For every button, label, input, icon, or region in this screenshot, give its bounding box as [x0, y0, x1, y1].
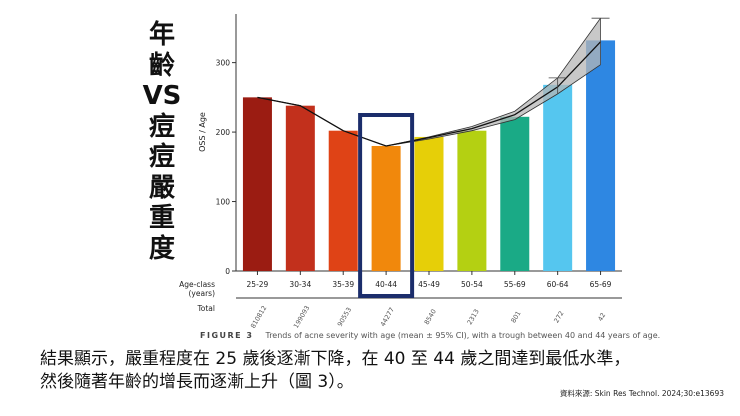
bar-50-54: [457, 130, 487, 271]
bar-25-29: [242, 97, 272, 271]
side-title: 年 齡 VS 痘 痘 嚴 重 度: [140, 20, 184, 264]
trend-line: [257, 41, 602, 147]
row-label-age-class: Age-class: [179, 280, 215, 289]
total-count: 2313: [466, 308, 481, 326]
bar-40-44: [371, 145, 401, 271]
summary-text: 結果顯示，嚴重程度在 25 歲後逐漸下降，在 40 至 44 歲之間達到最低水準…: [40, 348, 730, 394]
x-tick-label: 55-69: [504, 280, 526, 289]
figure-caption-text: Trends of acne severity with age (mean ±…: [265, 331, 661, 340]
y-tick-label: 300: [216, 59, 231, 68]
bar-35-39: [328, 130, 358, 271]
bar-60-64: [543, 84, 573, 271]
y-tick-label: 200: [216, 128, 231, 137]
acne-severity-chart: OSS / Age Age-class (years) Total 0 100 20…: [179, 14, 622, 330]
bar-30-34: [285, 105, 315, 271]
x-tick-label: 60-64: [547, 280, 569, 289]
total-count: 272: [552, 310, 565, 325]
highlight-box-40-44: [358, 113, 415, 298]
side-title-char: 度: [148, 233, 175, 264]
total-count: 42: [596, 311, 607, 322]
side-title-char: 齡: [148, 50, 175, 81]
y-axis-label: OSS / Age: [198, 112, 207, 152]
total-count: 199093: [292, 304, 311, 330]
y-tick-label: 0: [225, 267, 230, 276]
figure-caption: FIGURE 3 Trends of acne severity with age…: [200, 331, 740, 340]
x-tick-label: 40-44: [375, 280, 397, 289]
total-count: 8540: [423, 308, 438, 326]
bar-65-69: [586, 40, 616, 272]
bar-45-49: [414, 136, 444, 271]
bar-55-69: [500, 116, 530, 271]
total-count: 90553: [336, 306, 353, 328]
side-title-char: 年: [148, 20, 175, 50]
x-tick-label: 35-39: [332, 280, 354, 289]
total-count: 801: [509, 310, 522, 325]
side-title-char: 重: [148, 203, 175, 233]
side-title-char: 嚴: [148, 172, 175, 203]
total-count: 810812: [249, 304, 268, 330]
x-tick-label: 65-69: [590, 280, 612, 289]
summary-line: 結果顯示，嚴重程度在 25 歲後逐漸下降，在 40 至 44 歲之間達到最低水準…: [40, 349, 631, 369]
row-label-years: (years): [189, 289, 216, 298]
x-tick-label: 30-34: [289, 280, 311, 289]
x-tick-label: 45-49: [418, 280, 440, 289]
x-tick-label: 25-29: [247, 280, 269, 289]
summary-line: 然後隨著年齡的增長而逐漸上升（圖 3）。: [40, 372, 354, 392]
side-title-char: VS: [142, 81, 182, 111]
total-count: 44277: [379, 306, 396, 328]
row-label-total: Total: [196, 304, 215, 313]
y-tick-label: 100: [216, 198, 231, 207]
side-title-char: 痘: [148, 142, 175, 172]
side-title-char: 痘: [148, 111, 175, 142]
figure-label: FIGURE 3: [200, 331, 254, 340]
x-tick-label: 50-54: [461, 280, 483, 289]
source-citation: 資料來源: Skin Res Technol. 2024;30:e13693: [559, 389, 724, 398]
